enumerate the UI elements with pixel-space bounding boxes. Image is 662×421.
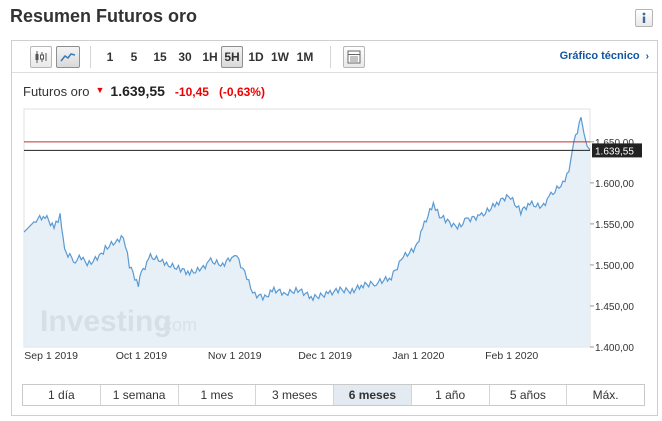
chart-widget: 1 5 15 30 1H 5H 1D 1W 1M Gráfico técnico… bbox=[11, 40, 658, 416]
toolbar-separator bbox=[90, 46, 91, 68]
interval-1w[interactable]: 1W bbox=[271, 50, 289, 64]
toolbar-separator bbox=[330, 46, 331, 68]
chevron-right-icon: › bbox=[645, 50, 649, 62]
current-price-badge bbox=[592, 143, 642, 158]
range-button[interactable]: 6 meses bbox=[334, 385, 412, 405]
y-tick-label: 1.400,00 bbox=[595, 343, 634, 354]
line-chart-button[interactable] bbox=[56, 46, 80, 68]
y-tick-label: 1.500,00 bbox=[595, 261, 634, 272]
interval-1[interactable]: 1 bbox=[106, 50, 114, 64]
price-change-percent: (-0,63%) bbox=[218, 85, 265, 99]
quote-header: Futuros oro ▼ 1.639,55 -10,45 (-0,63%) bbox=[23, 83, 265, 99]
candlestick-icon bbox=[35, 51, 47, 63]
x-tick-label: Sep 1 2019 bbox=[24, 350, 78, 362]
interval-1d[interactable]: 1D bbox=[248, 50, 264, 64]
range-button[interactable]: 1 mes bbox=[178, 385, 257, 405]
line-chart-icon bbox=[60, 53, 76, 62]
candlestick-chart-button[interactable] bbox=[30, 46, 52, 68]
price-change: -10,45 bbox=[174, 85, 209, 99]
price-chart[interactable]: Investing.com1.400,001.450,001.500,001.5… bbox=[12, 41, 657, 381]
y-tick-label: 1.550,00 bbox=[595, 220, 634, 231]
time-range-selector: 1 día 1 semana 1 mes 3 meses 6 meses 1 año 5 a… bbox=[22, 384, 645, 406]
technical-chart-label: Gráfico técnico bbox=[559, 50, 640, 62]
current-price-label: 1.639,55 bbox=[595, 146, 634, 157]
range-button[interactable]: 1 año bbox=[411, 385, 490, 405]
down-arrow-icon: ▼ bbox=[95, 85, 105, 95]
series-area bbox=[24, 117, 590, 347]
x-tick-label: Dec 1 2019 bbox=[298, 350, 352, 362]
range-button[interactable]: 3 meses bbox=[256, 385, 334, 405]
chart-toolbar: 1 5 15 30 1H 5H 1D 1W 1M Gráfico técnico… bbox=[12, 41, 657, 73]
x-tick-label: Feb 1 2020 bbox=[485, 350, 538, 362]
interval-15[interactable]: 15 bbox=[153, 50, 167, 64]
x-tick-label: Nov 1 2019 bbox=[208, 350, 262, 362]
table-view-button[interactable] bbox=[343, 46, 365, 68]
interval-1m[interactable]: 1M bbox=[296, 50, 314, 64]
range-button[interactable]: Máx. bbox=[567, 385, 644, 405]
last-price: 1.639,55 bbox=[110, 83, 165, 99]
series-line bbox=[23, 117, 591, 302]
page-title: Resumen Futuros oro bbox=[10, 6, 198, 26]
range-button[interactable]: 5 años bbox=[489, 385, 568, 405]
x-tick-label: Oct 1 2019 bbox=[116, 350, 168, 362]
interval-5[interactable]: 5 bbox=[130, 50, 138, 64]
interval-1h[interactable]: 1H bbox=[202, 50, 218, 64]
range-button[interactable]: 1 semana bbox=[100, 385, 179, 405]
x-tick-label: Jan 1 2020 bbox=[392, 350, 444, 362]
y-tick-label: 1.450,00 bbox=[595, 302, 634, 313]
technical-chart-link[interactable]: Gráfico técnico › bbox=[560, 50, 649, 62]
info-button[interactable] bbox=[635, 9, 653, 27]
instrument-name: Futuros oro bbox=[23, 84, 90, 99]
range-button[interactable]: 1 día bbox=[23, 385, 101, 405]
table-icon bbox=[347, 50, 361, 64]
y-tick-label: 1.650,00 bbox=[595, 138, 634, 149]
info-icon bbox=[642, 12, 646, 23]
y-tick-label: 1.600,00 bbox=[595, 179, 634, 190]
interval-30[interactable]: 30 bbox=[178, 50, 192, 64]
interval-5h[interactable]: 5H bbox=[221, 46, 243, 68]
